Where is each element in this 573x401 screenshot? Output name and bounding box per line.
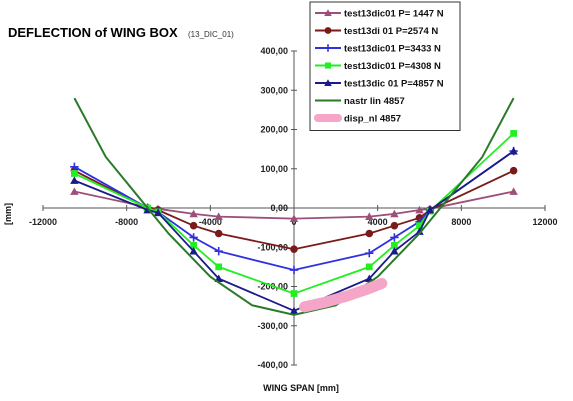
x-tick-label: -8000 — [115, 217, 138, 227]
legend-label: test13dic01 P=3433 N — [344, 44, 441, 55]
chart-subtitle: (13_DIC_01) — [188, 30, 234, 39]
data-point — [289, 306, 299, 315]
legend-label: test13dic 01 P=4857 N — [344, 79, 444, 90]
legend-item-6: nastr lin 4857 — [315, 96, 405, 107]
data-point — [153, 208, 163, 217]
legend-label: disp_nl 4857 — [344, 114, 401, 125]
x-tick-label: 4000 — [368, 217, 388, 227]
y-tick-label: 100,00 — [260, 164, 288, 174]
series-line — [73, 97, 515, 316]
data-point — [189, 233, 198, 242]
x-tick-label: 8000 — [451, 217, 471, 227]
data-point — [509, 146, 518, 155]
y-tick-label: -300,00 — [257, 321, 288, 331]
data-point — [425, 205, 435, 214]
series-6 — [73, 97, 515, 316]
data-point — [365, 248, 374, 258]
legend-marker — [324, 44, 332, 52]
legend: test13dic01 P= 1447 N test13di 01 P=2574 … — [309, 1, 461, 131]
data-point — [416, 222, 423, 230]
series-band — [299, 277, 388, 313]
data-point — [391, 241, 398, 249]
legend-item-7: disp_nl 4857 — [314, 114, 401, 125]
data-point — [70, 162, 79, 171]
legend-label: test13dic01 P= 1447 N — [344, 9, 444, 20]
data-point — [290, 290, 298, 297]
data-point — [289, 265, 299, 275]
series-5 — [70, 146, 518, 315]
data-point — [190, 241, 197, 249]
data-point — [390, 209, 399, 218]
data-point — [71, 170, 78, 177]
data-point — [189, 209, 198, 218]
legend-marker — [324, 9, 332, 17]
data-point — [70, 176, 79, 184]
data-point — [390, 246, 399, 255]
legend-label: nastr lin 4857 — [344, 96, 405, 107]
axes: -12000 -8000 -4000 0 4000 8000 12000 400,00 300,… — [29, 46, 558, 370]
legend-marker — [324, 62, 332, 69]
data-point — [510, 130, 517, 137]
data-point — [189, 246, 198, 255]
x-tick-label: -12000 — [29, 217, 57, 227]
y-tick-label: 300,00 — [260, 85, 288, 95]
y-tick-label: 400,00 — [260, 46, 288, 56]
legend-item-3: test13dic01 P=3433 N — [315, 44, 441, 55]
x-axis-label: WING SPAN [mm] — [263, 383, 339, 393]
data-point — [289, 214, 299, 222]
data-point — [214, 212, 223, 220]
data-point — [415, 205, 424, 214]
series-7 — [299, 277, 388, 313]
chart-title: DEFLECTION of WING BOX — [8, 25, 178, 40]
legend-item-5: test13dic 01 P=4857 N — [315, 79, 444, 90]
data-point — [214, 246, 223, 256]
legend-item-1: test13dic01 P= 1447 N — [315, 9, 444, 20]
data-point — [365, 229, 374, 238]
data-point — [509, 166, 518, 175]
data-point — [70, 187, 79, 195]
legend-label: test13dic01 P=4308 N — [344, 61, 441, 72]
x-tick-label: 12000 — [532, 217, 557, 227]
y-tick-label: 200,00 — [260, 125, 288, 135]
data-point — [415, 227, 424, 235]
x-tick-label: -4000 — [199, 217, 222, 227]
data-point — [215, 263, 223, 271]
data-point — [390, 221, 399, 230]
data-point — [365, 263, 373, 271]
legend-label: test13di 01 P=2574 N — [344, 26, 438, 37]
data-point — [189, 221, 198, 230]
data-point — [390, 233, 399, 242]
legend-marker — [324, 79, 332, 87]
series-layer — [70, 97, 518, 316]
y-axis-label: [mm] — [3, 203, 13, 225]
y-tick-label: 0,00 — [270, 203, 288, 213]
legend-item-4: test13dic01 P=4308 N — [315, 61, 441, 72]
y-tick-label: -400,00 — [257, 360, 288, 370]
legend-item-2: test13di 01 P=2574 N — [315, 26, 438, 37]
legend-marker — [324, 27, 332, 34]
data-point — [290, 245, 298, 253]
data-point — [509, 187, 518, 195]
data-point — [214, 229, 223, 238]
y-tick-label: -100,00 — [257, 242, 288, 252]
x-tick-label: 0 — [291, 217, 296, 227]
data-point — [365, 212, 374, 220]
